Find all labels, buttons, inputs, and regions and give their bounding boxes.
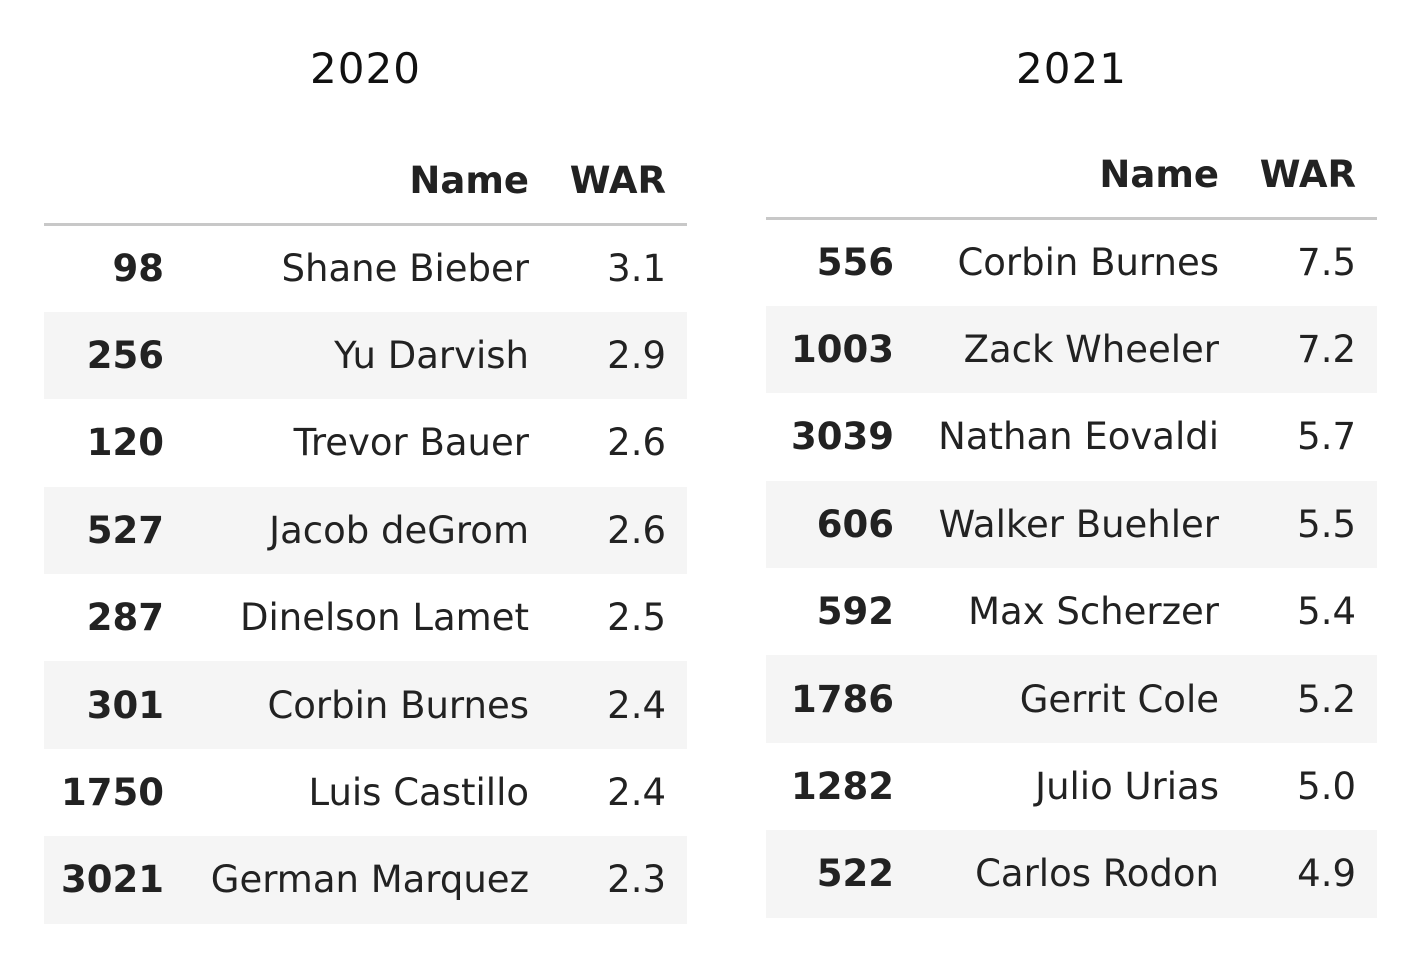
player-name: Julio Urias	[1035, 765, 1219, 809]
table-row: 527 Jacob deGrom 2.6	[44, 486, 687, 575]
table-row: 606 Walker Buehler 5.5	[766, 480, 1377, 569]
war-value: 2.4	[607, 683, 666, 727]
table-row: 256 Yu Darvish 2.9	[44, 311, 687, 400]
player-name: Walker Buehler	[938, 502, 1219, 546]
player-name: Corbin Burnes	[267, 683, 529, 727]
player-name: Carlos Rodon	[975, 852, 1219, 896]
war-table-2020: Name WAR 98 Shane Bieber 3.1 256 Yu Darv…	[44, 137, 687, 924]
war-value: 5.4	[1297, 590, 1356, 634]
row-index: 592	[816, 590, 894, 634]
header-row: Name WAR	[766, 131, 1377, 219]
table-caption: 2021	[1016, 44, 1127, 93]
table-row: 98 Shane Bieber 3.1	[44, 225, 687, 312]
war-value: 7.5	[1297, 241, 1356, 285]
war-value: 2.6	[607, 508, 666, 552]
war-value: 2.9	[607, 334, 666, 378]
player-name: Jacob deGrom	[269, 508, 529, 552]
war-value: 5.0	[1297, 765, 1356, 809]
name-header: Name	[1099, 152, 1219, 196]
row-index: 98	[112, 247, 165, 291]
war-value: 5.5	[1297, 502, 1356, 546]
row-index: 1750	[61, 771, 164, 815]
name-header: Name	[409, 158, 529, 202]
player-name: Zack Wheeler	[963, 328, 1219, 372]
row-index: 3021	[61, 858, 164, 902]
table-row: 522 Carlos Rodon 4.9	[766, 830, 1377, 918]
table-row: 592 Max Scherzer 5.4	[766, 568, 1377, 655]
table-caption: 2020	[310, 44, 421, 93]
index-header	[44, 137, 164, 225]
table-row: 301 Corbin Burnes 2.4	[44, 661, 687, 749]
player-name: Corbin Burnes	[957, 241, 1219, 285]
row-index: 301	[86, 683, 164, 727]
player-name: Shane Bieber	[281, 247, 529, 291]
row-index: 256	[86, 334, 164, 378]
war-value: 2.6	[607, 421, 666, 465]
table-row: 1003 Zack Wheeler 7.2	[766, 305, 1377, 394]
war-value: 5.2	[1297, 677, 1356, 721]
table-row: 556 Corbin Burnes 7.5	[766, 219, 1377, 306]
player-name: Gerrit Cole	[1019, 677, 1219, 721]
table-row: 1282 Julio Urias 5.0	[766, 743, 1377, 830]
index-header	[766, 131, 894, 219]
row-index: 287	[86, 596, 164, 640]
player-name: Luis Castillo	[308, 771, 529, 815]
war-value: 3.1	[607, 247, 666, 291]
player-name: Max Scherzer	[968, 590, 1219, 634]
player-name: Nathan Eovaldi	[938, 415, 1219, 459]
war-value: 2.3	[607, 858, 666, 902]
player-name: German Marquez	[210, 858, 529, 902]
row-index: 1786	[791, 677, 894, 721]
header-row: Name WAR	[44, 137, 687, 225]
war-value: 2.5	[607, 596, 666, 640]
table-row: 287 Dinelson Lamet 2.5	[44, 574, 687, 661]
row-index: 1003	[791, 328, 894, 372]
table-row: 3021 German Marquez 2.3	[44, 836, 687, 924]
war-value: 2.4	[607, 771, 666, 815]
row-index: 522	[816, 852, 894, 896]
table-row: 120 Trevor Bauer 2.6	[44, 399, 687, 486]
player-name: Dinelson Lamet	[240, 596, 529, 640]
row-index: 3039	[791, 415, 894, 459]
table-row: 3039 Nathan Eovaldi 5.7	[766, 393, 1377, 480]
war-value: 4.9	[1297, 852, 1356, 896]
table-row: 1750 Luis Castillo 2.4	[44, 749, 687, 836]
player-name: Trevor Bauer	[293, 421, 529, 465]
player-name: Yu Darvish	[334, 334, 529, 378]
war-header: WAR	[569, 158, 666, 202]
row-index: 527	[86, 508, 164, 552]
row-index: 556	[816, 241, 894, 285]
table-row: 1786 Gerrit Cole 5.2	[766, 655, 1377, 743]
war-header: WAR	[1259, 152, 1356, 196]
row-index: 120	[86, 421, 164, 465]
war-value: 5.7	[1297, 415, 1356, 459]
row-index: 1282	[791, 765, 894, 809]
row-index: 606	[816, 502, 894, 546]
war-value: 7.2	[1297, 328, 1356, 372]
war-table-2021: Name WAR 556 Corbin Burnes 7.5 1003 Zack…	[766, 131, 1377, 918]
